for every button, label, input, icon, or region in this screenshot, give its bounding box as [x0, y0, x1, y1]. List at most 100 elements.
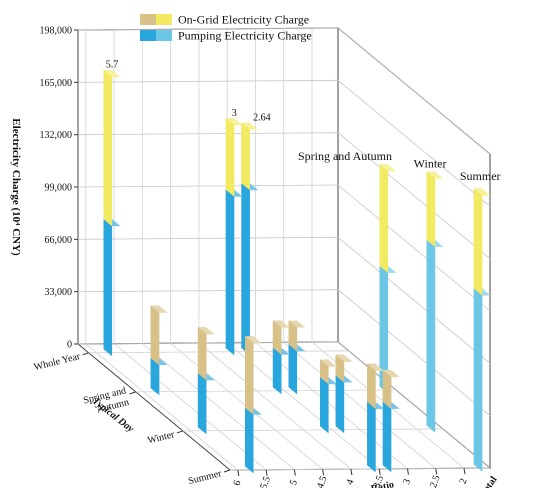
bar-front-face	[382, 401, 392, 473]
x-tick-label: 5.5	[258, 475, 273, 488]
bar-whole-year-5-7-on-grid	[103, 70, 121, 227]
y-tick-label: 198,000	[40, 26, 73, 37]
bar-whole-year-2-64-pumping	[241, 183, 259, 356]
bar-front-face	[367, 401, 376, 473]
bar-summer-total-on-grid	[473, 188, 491, 296]
y-gridline	[77, 79, 491, 207]
legend-label: Pumping Electricity Charge	[178, 29, 312, 43]
depth-tick-mark	[223, 469, 231, 473]
data-label: 2.64	[253, 112, 271, 123]
x-tick-mark	[265, 469, 268, 476]
x-tick-label: 3.5	[372, 474, 387, 488]
y-tick-label: 33,000	[45, 287, 73, 298]
bar-front-face	[103, 219, 113, 357]
floor-gridline	[229, 467, 491, 471]
bar-front-face	[288, 344, 298, 395]
bar-summer-2-64-on-grid	[382, 370, 400, 409]
legend: On-Grid Electricity Charge Pumping Electr…	[140, 13, 312, 43]
bar-spring-and-autumn-2-64-on-grid	[288, 320, 306, 352]
y-tick-label: 99,000	[45, 183, 73, 194]
annotation-label: Summer	[460, 169, 501, 183]
y-gridline	[77, 132, 491, 260]
bar-front-face	[225, 118, 235, 197]
floor-gridline	[85, 343, 239, 471]
x-axis-extra-label: Total	[478, 474, 500, 488]
bar-winter-total-on-grid	[426, 171, 444, 247]
bar-top-face	[426, 171, 444, 179]
bar-front-face	[473, 188, 483, 296]
x-tick-mark	[435, 468, 438, 475]
floor-gridline	[135, 389, 396, 393]
bar-front-face	[272, 320, 282, 355]
bar-whole-year-3-pumping	[225, 189, 243, 356]
x-tick-label: 5	[288, 478, 300, 486]
x-tick-label: 2	[458, 477, 470, 485]
bar-winter-5-7-on-grid	[197, 327, 215, 381]
annotation-label: Spring and Autumn	[298, 149, 392, 163]
bar-spring-and-autumn-total-on-grid	[379, 164, 397, 273]
floor-gridline	[198, 342, 352, 470]
bar-winter-2-64-on-grid	[335, 354, 353, 383]
bar-front-face	[245, 407, 254, 474]
bar-top-face	[245, 336, 262, 344]
x-tick-mark	[463, 468, 466, 475]
x-tick-mark	[322, 469, 325, 476]
x-tick-label: 4	[345, 478, 357, 486]
bar-front-face	[335, 375, 345, 434]
depth-tick-mark	[129, 391, 136, 395]
bar-front-face	[320, 377, 329, 434]
x-tick-label: 2.5	[428, 474, 443, 488]
bar-whole-year-2-64-on-grid	[241, 122, 259, 191]
bar-top-face	[379, 164, 397, 172]
bar-front-face	[382, 370, 392, 409]
floor-gridline	[113, 343, 267, 471]
bar-top-face	[473, 188, 491, 196]
bar-front-face	[245, 336, 254, 415]
bar-top-face	[241, 122, 259, 130]
bar-group	[103, 70, 491, 474]
legend-item-on-grid: On-Grid Electricity Charge	[140, 13, 309, 27]
floor-gridline	[142, 343, 295, 470]
x-tick-label: 3	[401, 478, 413, 486]
y-tick-label: 0	[67, 340, 72, 351]
x-axis-title: Peak-Valley Ratio	[318, 479, 395, 488]
bar-front-face	[225, 189, 235, 356]
legend-item-pumping: Pumping Electricity Charge	[140, 29, 312, 43]
data-label: 5.7	[106, 60, 119, 71]
legend-label: On-Grid Electricity Charge	[178, 13, 309, 27]
x-tick-mark	[406, 468, 409, 475]
x-tick-mark	[237, 469, 240, 477]
bar-top-face	[367, 363, 384, 371]
depth-tick-label: Summer	[187, 468, 223, 487]
bar-front-face	[241, 183, 250, 356]
bar-top-face	[225, 118, 243, 126]
bar-summer-3-pumping	[367, 401, 384, 473]
legend-swatch	[140, 30, 156, 41]
bar-front-face	[426, 171, 436, 247]
legend-swatch	[156, 14, 172, 25]
bar-front-face	[241, 122, 250, 191]
annotation-label: Winter	[414, 156, 447, 170]
y-tick-label: 132,000	[40, 130, 73, 141]
bar-top-face	[382, 370, 400, 378]
bar-top-face	[150, 305, 168, 313]
bar-front-face	[473, 288, 483, 472]
bar-front-face	[379, 265, 389, 394]
bar-top-face	[320, 359, 337, 367]
depth-tick-mark	[176, 430, 184, 434]
bar-top-face	[335, 354, 353, 362]
y-gridline	[77, 184, 491, 312]
bar-front-face	[150, 305, 160, 366]
bar-front-face	[426, 240, 436, 433]
x-tick-mark	[378, 468, 381, 475]
bar-whole-year-5-7-pumping	[103, 219, 121, 357]
y-tick-label: 165,000	[40, 78, 73, 89]
bar-summer-5-7-on-grid	[245, 336, 262, 415]
x-tick-label: 4.5	[315, 475, 330, 488]
data-label: 3	[232, 108, 237, 119]
legend-swatch	[156, 30, 172, 41]
bar-front-face	[379, 164, 389, 273]
grid-lines	[74, 27, 491, 477]
